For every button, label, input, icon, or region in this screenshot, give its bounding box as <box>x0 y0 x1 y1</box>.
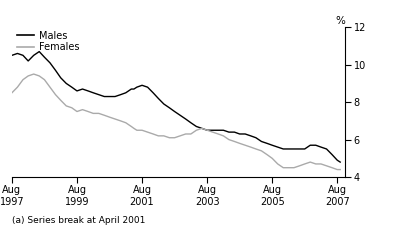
Legend: Males, Females: Males, Females <box>17 31 80 52</box>
Text: %: % <box>335 16 345 26</box>
Text: (a) Series break at April 2001: (a) Series break at April 2001 <box>12 216 145 225</box>
